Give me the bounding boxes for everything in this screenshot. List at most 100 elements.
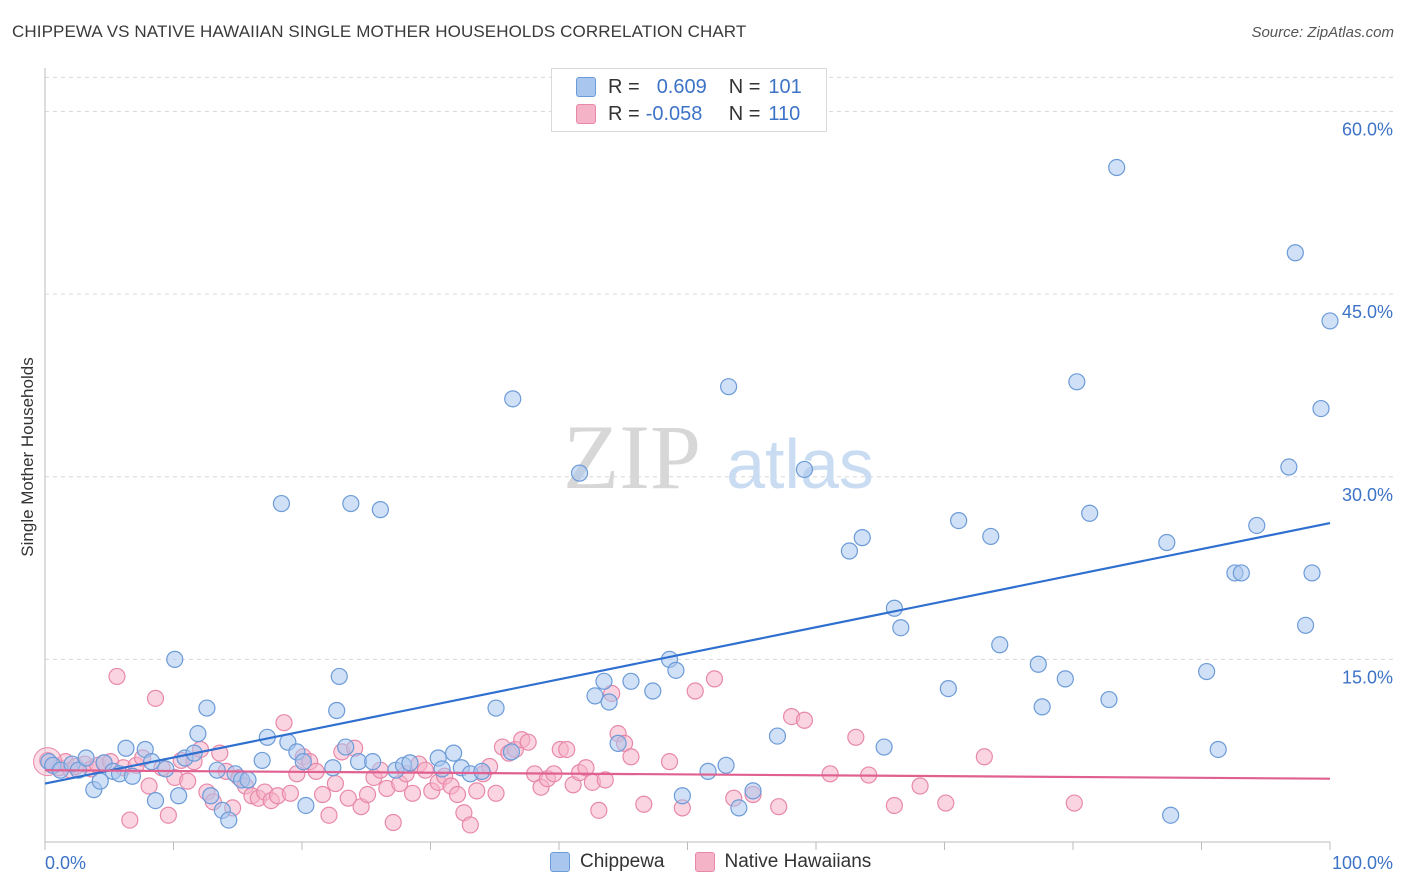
- native-hawaiians-point: [795, 711, 814, 729]
- x-tick-label-min: 0.0%: [45, 853, 86, 873]
- chippewa-point: [991, 636, 1009, 654]
- chippewa-point: [1312, 399, 1330, 418]
- chippewa-point: [1280, 458, 1298, 476]
- r-label: R =: [608, 102, 640, 125]
- tick-labels: 15.0% 30.0% 45.0% 60.0% 0.0% 100.0%: [45, 120, 1393, 873]
- chippewa-point: [644, 682, 662, 700]
- legend-row-chippewa: R = 0.609 N = 101: [576, 75, 802, 99]
- chippewa-point: [1158, 533, 1176, 552]
- native-hawaiians-point: [468, 782, 486, 800]
- chippewa-point: [1248, 516, 1266, 535]
- trend-lines: [44, 521, 1331, 785]
- native-hawaiians-point: [770, 798, 788, 816]
- chippewa-point: [1232, 564, 1250, 582]
- native-hawaiians-point: [635, 795, 653, 813]
- chippewa-point: [157, 760, 175, 778]
- chippewa-point: [330, 667, 348, 686]
- y-tick-label: 45.0%: [1342, 302, 1393, 322]
- chippewa-point: [189, 725, 207, 743]
- native-hawaiians-swatch: [694, 852, 715, 872]
- chippewa-point: [673, 787, 691, 805]
- chippewa-point: [198, 699, 216, 717]
- chippewa-point: [473, 762, 491, 780]
- y-axis-label: Single Mother Households: [18, 357, 37, 557]
- chippewa-point: [170, 787, 188, 805]
- native-hawaiians-point: [108, 667, 126, 686]
- chippewa-point: [502, 743, 521, 761]
- y-tick-label: 15.0%: [1342, 667, 1393, 687]
- chippewa-point: [220, 811, 238, 829]
- chippewa-point: [570, 464, 589, 482]
- chippewa-point: [853, 529, 871, 547]
- chippewa-point: [1068, 373, 1086, 391]
- chippewa-point: [982, 527, 1000, 546]
- native-hawaiians-point: [975, 748, 993, 766]
- y-tick-label: 30.0%: [1342, 485, 1393, 505]
- chippewa-point: [717, 756, 735, 774]
- native-hawaiians-point: [590, 801, 608, 819]
- native-hawaiians-point: [159, 806, 177, 824]
- chippewa-point: [117, 739, 135, 757]
- chippewa-point: [939, 679, 957, 698]
- native-hawaiians-point: [403, 784, 422, 802]
- native-hawaiians-point: [660, 753, 679, 771]
- chippewa-point: [1108, 158, 1126, 177]
- chippewa-point: [328, 701, 346, 720]
- chippewa-point: [1056, 670, 1074, 688]
- chippewa-point: [208, 761, 226, 779]
- native-hawaiians-point: [275, 714, 293, 732]
- native-hawaiians-point: [140, 777, 158, 795]
- chippewa-point: [699, 762, 717, 780]
- chippewa-point: [272, 494, 291, 513]
- chippewa-point: [324, 759, 342, 777]
- n-label: N =: [728, 75, 761, 98]
- chippewa-point: [364, 753, 382, 771]
- native-hawaiians-point: [705, 670, 724, 688]
- native-hawaiians-point: [847, 728, 865, 746]
- chippewa-point: [600, 693, 618, 711]
- native-hawaiians-swatch: [576, 104, 596, 124]
- native-hawaiians-point: [121, 811, 139, 829]
- chippewa-point: [586, 687, 604, 705]
- native-hawaiians-point: [596, 771, 614, 789]
- axis-layer: [44, 68, 1331, 850]
- native-hawaiians-point: [519, 733, 537, 751]
- y-tick-label: 60.0%: [1342, 120, 1393, 140]
- legend-label-chippewa: Chippewa: [580, 851, 665, 872]
- r-value: -0.058: [645, 102, 703, 125]
- chippewa-point: [720, 378, 738, 396]
- chart-title: CHIPPEWA VS NATIVE HAWAIIAN SINGLE MOTHE…: [12, 22, 747, 41]
- native-hawaiians-point: [146, 689, 165, 707]
- chippewa-point: [253, 751, 271, 770]
- source-label: Source: ZipAtlas.com: [1251, 24, 1394, 41]
- native-hawaiians-point: [448, 785, 467, 804]
- chippewa-point: [667, 661, 685, 679]
- chippewa-point: [77, 749, 95, 767]
- r-label: R =: [608, 75, 640, 98]
- native-hawaiians-point: [911, 777, 929, 795]
- chippewa-point: [401, 754, 419, 772]
- native-hawaiians-point: [461, 816, 479, 834]
- chippewa-swatch: [550, 852, 570, 872]
- chippewa-point: [1286, 244, 1304, 262]
- chippewa-point: [1303, 564, 1321, 582]
- native-hawaiians-point: [577, 759, 595, 777]
- legend-item-native-hawaiians: Native Hawaiians: [694, 851, 872, 873]
- native-hawaiians-point: [339, 789, 357, 807]
- chippewa-point: [1081, 504, 1099, 522]
- chippewa-point: [730, 799, 748, 817]
- chippewa-swatch: [576, 77, 596, 97]
- chippewa-point: [202, 787, 220, 805]
- chippewa-point: [595, 672, 613, 690]
- watermark: ZIP atlas: [563, 406, 874, 508]
- native-hawaiians-point: [313, 785, 332, 804]
- native-hawaiians-point: [937, 794, 955, 812]
- chippewa-point: [795, 460, 814, 479]
- chippewa-point: [294, 753, 312, 771]
- legend-label-native-hawaiians: Native Hawaiians: [724, 851, 872, 872]
- chippewa-point: [892, 619, 910, 637]
- native-hawaiians-trend-line: [44, 769, 1331, 780]
- chippewa-point: [1321, 312, 1339, 330]
- chippewa-trend-line: [44, 521, 1331, 785]
